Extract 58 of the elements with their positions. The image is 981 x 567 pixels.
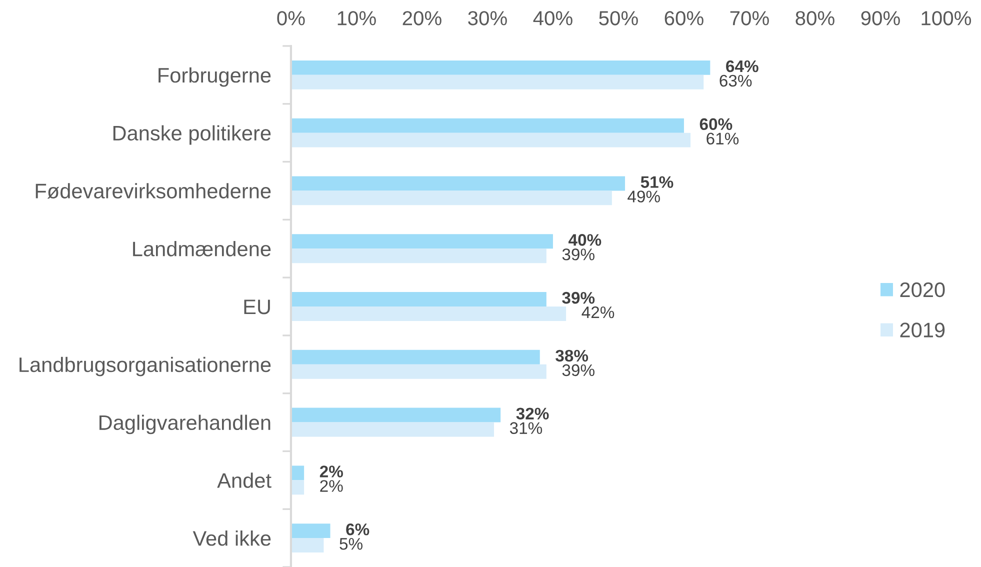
data-label: 38% — [556, 350, 588, 362]
bar — [290, 480, 304, 495]
x-tick-label: 30% — [468, 11, 507, 26]
bar — [290, 524, 330, 538]
x-tick-label: 90% — [861, 11, 900, 26]
data-label: 64% — [726, 60, 758, 72]
bar — [290, 538, 324, 553]
bar — [290, 364, 546, 379]
data-label: 49% — [628, 190, 660, 202]
y-tick-label: Danske politikere — [113, 125, 271, 145]
data-label: 42% — [582, 306, 614, 318]
bar — [290, 306, 566, 321]
y-tick-label: Forbrugerne — [158, 67, 271, 87]
data-label: 31% — [510, 422, 542, 434]
x-tick-label: 20% — [402, 11, 442, 26]
data-label: 2% — [320, 480, 343, 492]
bar — [290, 190, 612, 206]
data-label: 39% — [562, 248, 594, 260]
x-tick-label: 40% — [533, 11, 572, 26]
y-tick-label: Fødevarevirksomhederne — [36, 183, 271, 199]
data-label: 60% — [700, 118, 732, 130]
y-tick-label: Landbrugsorganisationerne — [20, 356, 271, 376]
x-tick-label: 0% — [277, 11, 305, 26]
x-tick-label: 10% — [338, 11, 376, 26]
bar — [290, 60, 710, 75]
legend-label: 2019 — [900, 322, 945, 338]
x-tick-label: 60% — [664, 11, 704, 26]
bar — [290, 74, 704, 90]
data-label: 51% — [640, 176, 674, 188]
y-tick-label: Landmændene — [133, 241, 271, 256]
data-label: 40% — [568, 234, 602, 246]
bar — [290, 248, 546, 264]
y-tick-label: Ved ikke — [192, 530, 271, 546]
y-tick-label: EU — [244, 300, 270, 314]
legend-label: 2020 — [900, 282, 945, 298]
x-tick-label: 70% — [730, 11, 769, 26]
data-label: 61% — [706, 132, 739, 145]
bar — [290, 292, 546, 306]
bar — [290, 118, 684, 133]
bar — [290, 350, 540, 364]
data-label: 63% — [720, 74, 752, 87]
bar — [290, 176, 626, 191]
data-label: 39% — [562, 364, 594, 376]
x-tick-label: 80% — [796, 11, 834, 26]
data-label: 2% — [320, 466, 343, 478]
y-tick-label: Andet — [217, 472, 272, 488]
y-tick-label: Dagligvarehandlen — [100, 414, 270, 434]
bar — [290, 132, 691, 148]
bar — [290, 466, 304, 480]
data-label: 32% — [516, 408, 549, 420]
x-tick-label: 50% — [599, 11, 638, 26]
data-label: 39% — [562, 292, 595, 304]
data-label: 6% — [346, 523, 370, 536]
bar — [290, 408, 501, 422]
data-label: 5% — [340, 538, 362, 550]
x-tick-label: 100% — [922, 11, 972, 26]
bar — [290, 234, 553, 249]
bar — [290, 422, 494, 437]
